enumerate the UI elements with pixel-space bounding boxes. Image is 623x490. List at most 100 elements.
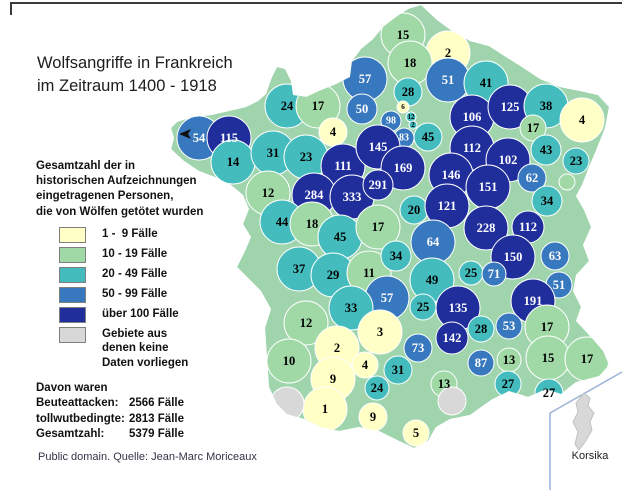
legend-swatch bbox=[59, 307, 86, 323]
department-value: 6 bbox=[401, 103, 405, 111]
department-value: 71 bbox=[488, 267, 501, 281]
map-description: Gesamtzahl der in historischen Aufzeichnu… bbox=[36, 159, 203, 220]
department-value: 98 bbox=[386, 116, 396, 127]
department-region bbox=[408, 120, 418, 130]
legend-label: 10 - 19 Fälle bbox=[102, 248, 168, 260]
department-value: 9 bbox=[330, 372, 336, 386]
map-description-line: eingetragenen Personen, bbox=[36, 190, 174, 203]
department-value: 24 bbox=[371, 381, 384, 395]
map-description-line: Gesamtzahl der in bbox=[36, 160, 136, 172]
department-value: 17 bbox=[372, 220, 385, 234]
statistics-row-value: 2566 Fälle bbox=[129, 397, 184, 410]
department-value: 23 bbox=[300, 150, 313, 164]
department-value: 31 bbox=[392, 363, 405, 377]
department-value: 17 bbox=[312, 99, 325, 113]
legend: 1 - 9 Fälle 10 - 19 Fälle 20 - 49 Fälle 50 … bbox=[59, 227, 188, 374]
department-value: 50 bbox=[356, 102, 369, 116]
department-value: 13 bbox=[438, 377, 451, 391]
statistics-row: tollwutbedingte: 2813 Fälle bbox=[36, 412, 184, 427]
department-region bbox=[467, 349, 495, 377]
department-value: 102 bbox=[499, 153, 518, 167]
department-value: 12 bbox=[300, 316, 313, 330]
statistics-rows: Beuteattacken: 2566 Fälle tollwutbedingte:… bbox=[36, 396, 184, 442]
legend-row: 1 - 9 Fälle bbox=[59, 227, 188, 243]
legend-row: 10 - 19 Fälle bbox=[59, 247, 188, 263]
legend-label: 20 - 49 Fälle bbox=[102, 268, 168, 280]
department-region bbox=[531, 185, 563, 217]
department-value: 83 bbox=[399, 133, 409, 144]
department-value: 25 bbox=[465, 266, 478, 280]
department-value: 146 bbox=[442, 168, 461, 182]
statistics-block: Davon waren Beuteattacken: 2566 Fälle toll… bbox=[36, 381, 184, 443]
department-value: 3 bbox=[377, 325, 383, 339]
department-value: 2 bbox=[411, 121, 415, 129]
department-value: 106 bbox=[463, 110, 482, 124]
legend-label: 1 - 9 Fälle bbox=[102, 228, 158, 240]
legend-swatch bbox=[59, 327, 86, 343]
department-value: 29 bbox=[327, 268, 340, 282]
department-region bbox=[269, 386, 305, 422]
statistics-heading: Davon waren bbox=[36, 382, 108, 394]
department-value: 2 bbox=[445, 46, 451, 60]
department-value: 64 bbox=[427, 235, 440, 249]
department-value: 34 bbox=[541, 194, 554, 208]
statistics-row-value: 2813 Fälle bbox=[129, 412, 184, 425]
department-value: 151 bbox=[479, 180, 498, 194]
department-region bbox=[383, 355, 413, 385]
department-value: 45 bbox=[334, 230, 347, 244]
department-value: 10 bbox=[283, 354, 296, 368]
department-value: 150 bbox=[504, 250, 523, 264]
department-value: 191 bbox=[524, 294, 543, 308]
legend-swatch bbox=[59, 287, 86, 303]
department-value: 125 bbox=[501, 100, 520, 114]
statistics-row: Beuteattacken: 2566 Fälle bbox=[36, 396, 184, 411]
department-region bbox=[351, 351, 379, 379]
left-frame-line bbox=[10, 2, 12, 15]
department-value: 45 bbox=[422, 130, 435, 144]
department-value: 17 bbox=[527, 121, 540, 135]
department-value: 33 bbox=[345, 301, 358, 315]
department-value: 25 bbox=[417, 300, 430, 314]
department-region bbox=[437, 386, 467, 416]
legend-row: über 100 Fälle bbox=[59, 307, 188, 323]
department-value: 15 bbox=[542, 351, 555, 365]
corsica-island bbox=[572, 392, 595, 451]
department-value: 11 bbox=[363, 266, 375, 280]
department-value: 121 bbox=[438, 199, 457, 213]
department-value: 169 bbox=[394, 161, 413, 175]
corsica-inset-border bbox=[549, 371, 623, 490]
department-value: 112 bbox=[519, 220, 537, 234]
department-region bbox=[559, 97, 605, 143]
department-value: 51 bbox=[442, 73, 455, 87]
department-region bbox=[517, 163, 547, 193]
department-value: 135 bbox=[449, 301, 468, 315]
legend-row: Gebiete aus denen keine Daten vorliegen bbox=[59, 327, 188, 370]
department-region bbox=[413, 122, 443, 152]
department-value: 333 bbox=[343, 190, 362, 204]
department-region bbox=[519, 114, 547, 142]
department-value: 12 bbox=[408, 113, 416, 121]
arrow-icon bbox=[179, 129, 191, 139]
department-region bbox=[283, 300, 329, 346]
department-value: 284 bbox=[305, 188, 325, 202]
corsica-label: Korsika bbox=[571, 450, 609, 462]
department-value: 38 bbox=[540, 99, 553, 113]
department-value: 112 bbox=[463, 141, 481, 155]
department-region bbox=[495, 312, 523, 340]
department-value: 73 bbox=[412, 341, 425, 355]
department-value: 27 bbox=[502, 377, 515, 391]
department-region bbox=[402, 419, 430, 447]
department-value: 18 bbox=[404, 56, 417, 70]
department-value: 4 bbox=[330, 125, 337, 139]
department-value: 1 bbox=[322, 402, 328, 416]
department-value: 51 bbox=[553, 278, 566, 292]
legend-row: 20 - 49 Fälle bbox=[59, 267, 188, 283]
statistics-row-value: 5379 Fälle bbox=[129, 428, 184, 441]
page-title: Wolfsangriffe in Frankreich im Zeitraum … bbox=[37, 52, 233, 98]
department-value: 27 bbox=[543, 386, 556, 400]
department-value: 4 bbox=[579, 113, 586, 127]
department-value: 28 bbox=[402, 85, 415, 99]
department-region bbox=[355, 204, 401, 250]
department-value: 57 bbox=[381, 291, 394, 305]
